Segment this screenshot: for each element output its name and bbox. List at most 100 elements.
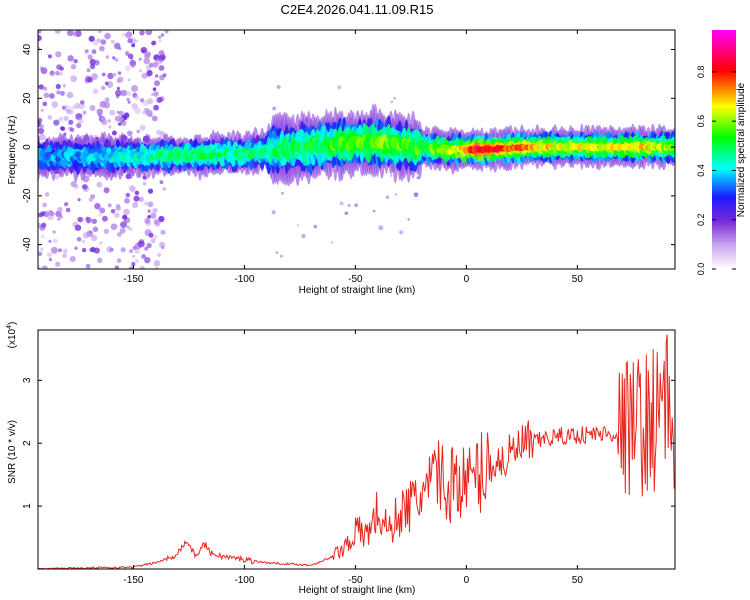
noise-point xyxy=(413,192,419,198)
noise-point xyxy=(275,250,279,255)
noise-point xyxy=(152,207,158,214)
snr-panel: -150 -100 -50 0 50 1 2 3 Height of straight li… xyxy=(6,322,676,596)
noise-point xyxy=(118,117,125,123)
noise-point xyxy=(272,106,277,111)
noise-point xyxy=(101,72,106,77)
noise-point xyxy=(70,75,77,83)
noise-point xyxy=(129,249,133,254)
noise-point xyxy=(92,39,100,46)
noise-point xyxy=(63,115,69,121)
noise-point xyxy=(129,266,134,269)
noise-point xyxy=(125,65,131,71)
y-tick-label: 1 xyxy=(22,503,33,509)
noise-point xyxy=(59,66,64,71)
noise-point xyxy=(40,108,45,112)
noise-point xyxy=(99,207,106,214)
noise-point xyxy=(53,238,58,244)
noise-point xyxy=(142,110,146,115)
y-tick-label: -40 xyxy=(22,237,33,252)
noise-point xyxy=(89,58,96,66)
noise-point xyxy=(103,228,110,235)
noise-point xyxy=(115,58,119,62)
noise-point xyxy=(154,220,161,227)
noise-point xyxy=(126,225,130,229)
noise-point xyxy=(41,234,45,239)
noise-point xyxy=(67,55,74,62)
noise-point xyxy=(128,184,135,191)
noise-point xyxy=(110,223,118,230)
noise-point xyxy=(135,39,139,43)
noise-point xyxy=(74,224,82,231)
noise-point xyxy=(115,94,120,99)
noise-point xyxy=(131,43,136,48)
noise-point xyxy=(67,30,74,37)
snr-x-label: Height of straight line (km) xyxy=(299,585,416,596)
noise-point xyxy=(85,216,92,224)
noise-point xyxy=(158,215,165,223)
noise-point xyxy=(124,197,130,204)
noise-point xyxy=(91,218,98,224)
noise-point xyxy=(48,239,52,243)
noise-point xyxy=(152,61,159,68)
noise-point xyxy=(144,217,151,224)
noise-point xyxy=(96,38,101,43)
noise-point xyxy=(134,107,142,115)
noise-point xyxy=(63,104,71,112)
noise-point xyxy=(128,227,133,232)
noise-point xyxy=(68,109,74,115)
noise-point xyxy=(125,91,132,97)
noise-point xyxy=(47,252,52,258)
noise-point xyxy=(153,91,159,97)
noise-point xyxy=(107,72,114,80)
noise-point xyxy=(155,74,159,78)
noise-point xyxy=(354,203,359,207)
noise-point xyxy=(158,39,162,43)
y-tick-label: 20 xyxy=(22,92,33,104)
noise-point xyxy=(55,261,61,267)
noise-point xyxy=(147,98,154,105)
noise-point xyxy=(77,198,81,202)
noise-point xyxy=(134,248,140,254)
noise-point xyxy=(84,49,89,54)
noise-point xyxy=(38,35,42,42)
spectral-cell xyxy=(161,155,168,163)
noise-point xyxy=(38,127,45,135)
colorbar-tick-label: 0.0 xyxy=(696,263,706,276)
noise-point xyxy=(140,98,145,103)
spectrogram-frame xyxy=(37,29,676,270)
noise-point xyxy=(393,97,396,100)
noise-point xyxy=(107,119,111,123)
noise-point xyxy=(49,70,56,77)
noise-point xyxy=(58,248,62,253)
noise-point xyxy=(110,39,115,44)
noise-point xyxy=(81,184,86,189)
noise-point xyxy=(82,175,90,183)
noise-point xyxy=(40,211,46,217)
noise-point xyxy=(92,226,99,233)
noise-point xyxy=(62,248,68,254)
noise-point xyxy=(122,214,128,220)
noise-point xyxy=(399,230,404,235)
noise-point xyxy=(146,64,152,71)
x-tick-label: -100 xyxy=(234,575,254,586)
noise-point xyxy=(92,88,99,94)
noise-point xyxy=(142,175,147,180)
noise-point xyxy=(153,104,160,111)
x-tick-label: 50 xyxy=(572,274,584,285)
noise-point xyxy=(81,247,87,253)
noise-point xyxy=(98,213,102,217)
noise-point xyxy=(98,30,102,34)
noise-point xyxy=(123,208,130,216)
noise-point xyxy=(139,265,146,269)
noise-point xyxy=(134,242,142,250)
spectrogram-panel: -150 -100 -50 0 50 -40 -20 0 20 40 Height of str… xyxy=(7,29,676,296)
noise-point xyxy=(117,122,122,126)
noise-point xyxy=(117,76,124,83)
noise-point xyxy=(57,217,61,221)
y-tick-label: 40 xyxy=(22,44,33,56)
noise-point xyxy=(88,197,94,202)
noise-point xyxy=(119,227,126,234)
colorbar-tick-label: 0.6 xyxy=(696,115,706,128)
noise-point xyxy=(76,122,82,129)
noise-point xyxy=(98,241,103,245)
